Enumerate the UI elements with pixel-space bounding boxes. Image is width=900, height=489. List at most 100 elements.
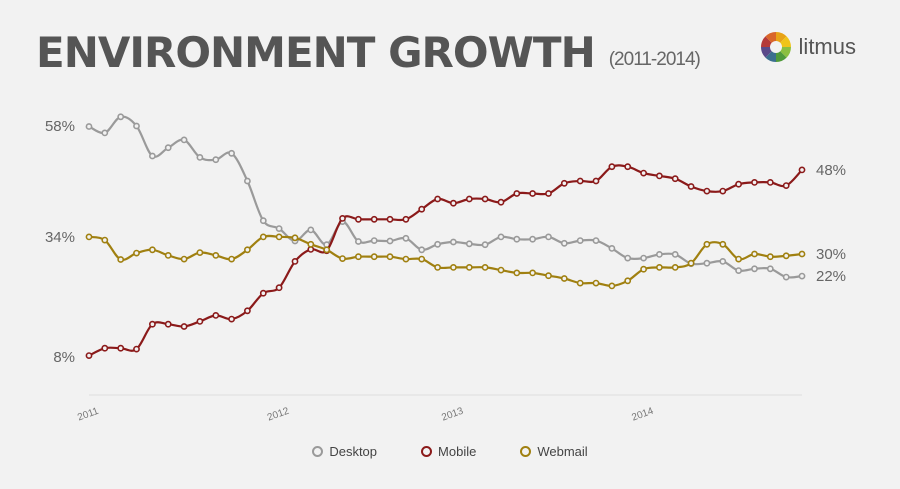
- legend-label-mobile: Mobile: [438, 444, 477, 459]
- legend: Desktop Mobile Webmail: [0, 444, 900, 459]
- data-point-mobile: [529, 190, 536, 197]
- data-point-desktop: [608, 244, 616, 252]
- data-point-webmail: [196, 249, 204, 256]
- data-point-mobile: [148, 320, 156, 328]
- data-point-mobile: [782, 182, 790, 189]
- data-point-desktop: [101, 129, 109, 137]
- data-point-mobile: [703, 187, 711, 195]
- data-point-desktop: [196, 153, 204, 161]
- data-point-webmail: [703, 240, 711, 248]
- data-point-mobile: [259, 289, 267, 297]
- data-point-mobile: [481, 195, 489, 203]
- y-tick-label: 58%: [45, 118, 75, 135]
- data-point-mobile: [766, 178, 774, 186]
- data-point-mobile: [751, 178, 758, 186]
- y-tick-label: 34%: [45, 229, 75, 246]
- end-label-group: 22% 48% 30%: [816, 162, 846, 285]
- data-point-mobile: [228, 315, 235, 323]
- legend-item-webmail: Webmail: [520, 444, 588, 459]
- data-point-desktop: [545, 233, 552, 241]
- data-point-webmail: [148, 246, 156, 254]
- data-point-mobile: [513, 190, 521, 197]
- data-point-webmail: [101, 236, 109, 244]
- data-point-mobile: [465, 195, 473, 203]
- data-point-desktop: [402, 234, 410, 242]
- data-point-webmail: [164, 251, 172, 259]
- data-point-desktop: [703, 259, 711, 267]
- data-point-webmail: [117, 256, 125, 263]
- data-point-desktop: [671, 250, 679, 258]
- chart-title: ENVIRONMENT GROWTH: [36, 28, 596, 77]
- data-point-mobile: [576, 177, 584, 185]
- data-point-mobile: [545, 190, 552, 197]
- data-point-mobile: [624, 163, 632, 171]
- data-point-desktop: [386, 237, 394, 245]
- data-point-mobile: [196, 317, 204, 325]
- x-tick-label: 2014: [630, 406, 655, 424]
- data-point-webmail: [624, 277, 632, 285]
- data-point-desktop: [735, 267, 742, 274]
- data-point-mobile: [449, 199, 457, 207]
- data-point-webmail: [402, 255, 410, 263]
- data-point-webmail: [545, 272, 552, 280]
- data-point-webmail: [592, 279, 600, 287]
- litmus-logo: litmus: [759, 30, 856, 64]
- data-point-desktop: [529, 235, 536, 243]
- x-tick-group: 2011 2012 2013 2014: [76, 406, 655, 424]
- data-point-mobile: [719, 187, 727, 195]
- data-point-webmail: [671, 263, 679, 271]
- data-point-mobile: [434, 195, 441, 203]
- data-point-webmail: [354, 253, 362, 261]
- data-point-mobile: [85, 352, 93, 359]
- data-point-desktop: [766, 265, 774, 273]
- data-point-mobile: [687, 183, 695, 190]
- data-point-desktop: [465, 240, 473, 248]
- data-point-webmail: [529, 269, 536, 277]
- data-point-mobile: [164, 320, 172, 328]
- chart-subtitle: (2011-2014): [608, 49, 701, 70]
- data-point-desktop: [164, 144, 172, 152]
- data-point-mobile: [291, 257, 299, 265]
- data-point-desktop: [243, 177, 251, 185]
- data-point-webmail: [465, 263, 473, 271]
- data-point-mobile: [275, 284, 283, 292]
- data-point-webmail: [180, 255, 188, 263]
- data-point-webmail: [434, 263, 441, 271]
- data-point-desktop: [656, 250, 663, 258]
- data-point-mobile: [735, 180, 742, 188]
- data-point-desktop: [751, 265, 758, 273]
- data-point-mobile: [592, 177, 600, 185]
- data-point-webmail: [228, 255, 235, 263]
- data-point-mobile: [640, 169, 647, 177]
- data-point-webmail: [640, 265, 647, 273]
- data-point-mobile: [418, 205, 426, 213]
- data-point-mobile: [370, 215, 378, 223]
- chart-title-block: ENVIRONMENT GROWTH (2011-2014): [36, 28, 701, 77]
- data-point-mobile: [101, 344, 109, 352]
- data-point-webmail: [798, 250, 806, 258]
- data-point-webmail: [85, 233, 93, 241]
- data-point-desktop: [133, 122, 140, 130]
- data-point-webmail: [656, 263, 663, 271]
- data-point-mobile: [671, 175, 679, 183]
- data-point-webmail: [275, 233, 283, 241]
- legend-marker-mobile: [421, 446, 433, 457]
- data-point-desktop: [275, 225, 283, 232]
- data-point-webmail: [766, 253, 774, 261]
- data-point-webmail: [735, 255, 742, 263]
- data-point-webmail: [212, 251, 220, 259]
- data-point-desktop: [85, 123, 93, 130]
- data-point-mobile: [117, 344, 125, 352]
- data-point-desktop: [481, 241, 489, 249]
- series-line-desktop: [88, 115, 803, 279]
- data-point-webmail: [133, 249, 140, 257]
- x-tick-label: 2012: [266, 406, 291, 424]
- data-point-webmail: [497, 266, 505, 274]
- data-point-mobile: [608, 163, 616, 171]
- legend-label-desktop: Desktop: [329, 444, 378, 459]
- series-line-webmail: [88, 234, 803, 288]
- data-point-desktop: [354, 238, 362, 245]
- legend-item-mobile: Mobile: [421, 444, 476, 459]
- data-point-desktop: [640, 254, 647, 262]
